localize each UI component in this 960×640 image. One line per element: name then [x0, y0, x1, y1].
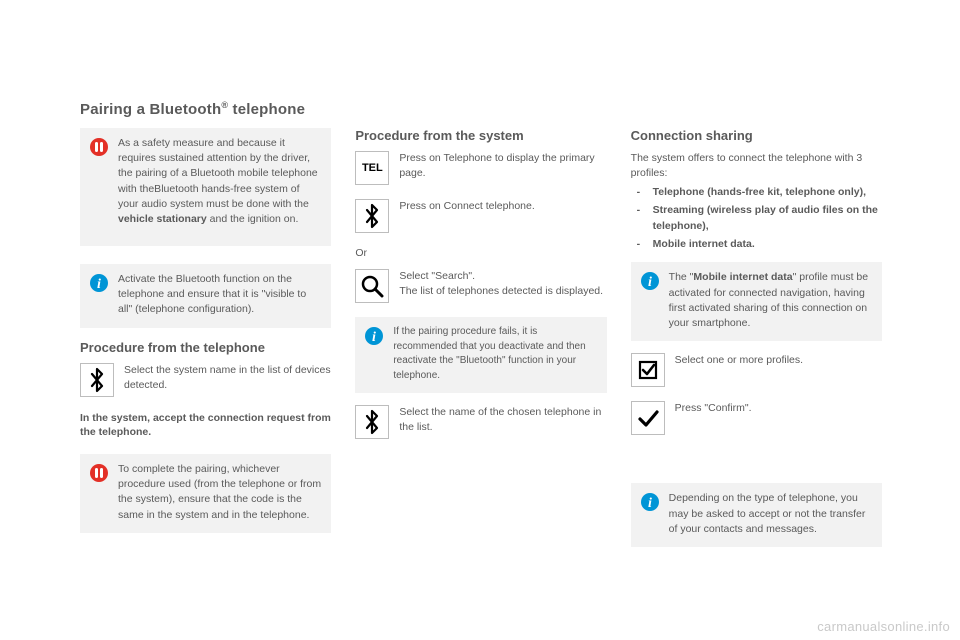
mobile-data-note: i The "Mobile internet data" profile mus… — [631, 262, 882, 341]
step-select-system: Select the system name in the list of de… — [80, 363, 331, 397]
complete-text: To complete the pairing, whichever proce… — [118, 462, 321, 523]
press-tel-text: Press on Telephone to display the primar… — [399, 151, 606, 181]
svg-text:i: i — [97, 277, 101, 292]
bluetooth-icon — [80, 363, 114, 397]
mobile-data-text: The "Mobile internet data" profile must … — [669, 270, 872, 331]
profile-2: Streaming (wireless play of audio files … — [653, 204, 878, 232]
bluetooth-icon — [355, 405, 389, 439]
confirm-text: Press "Confirm". — [675, 401, 752, 416]
search-a: Select "Search". — [399, 270, 475, 282]
warning-icon — [88, 136, 110, 158]
depending-note: i Depending on the type of telephone, yo… — [631, 483, 882, 547]
svg-text:i: i — [648, 496, 652, 511]
watermark: carmanualsonline.info — [817, 619, 950, 634]
proc-telephone-heading: Procedure from the telephone — [80, 340, 331, 355]
step-search: Select "Search". The list of telephones … — [355, 269, 606, 303]
svg-text:i: i — [648, 275, 652, 290]
tel-label: TEL — [362, 162, 383, 174]
complete-note: To complete the pairing, whichever proce… — [80, 454, 331, 533]
depending-text: Depending on the type of telephone, you … — [669, 491, 872, 537]
checkbox-icon — [631, 353, 665, 387]
fail-text: If the pairing procedure fails, it is re… — [393, 325, 596, 383]
safety-tail: and the ignition on. — [207, 213, 299, 225]
safety-bold: vehicle stationary — [118, 213, 207, 225]
safety-note: As a safety measure and because it requi… — [80, 128, 331, 246]
title-b: telephone — [228, 101, 305, 118]
check-icon — [631, 401, 665, 435]
or-text: Or — [355, 247, 606, 259]
step-press-connect: Press on Connect telephone. — [355, 199, 606, 233]
activate-text: Activate the Bluetooth function on the t… — [118, 272, 321, 318]
safety-text: As a safety measure and because it requi… — [118, 136, 321, 227]
tel-icon: TEL — [355, 151, 389, 185]
profiles-list: Telephone (hands-free kit, telephone onl… — [635, 185, 882, 252]
page-title: Pairing a Bluetooth® telephone — [80, 100, 882, 118]
col-middle: Procedure from the system TEL Press on T… — [355, 128, 606, 559]
info-icon: i — [639, 491, 661, 513]
search-icon — [355, 269, 389, 303]
step-select-profiles: Select one or more profiles. — [631, 353, 882, 387]
step-select-name: Select the name of the chosen telephone … — [355, 405, 606, 439]
bluetooth-icon — [355, 199, 389, 233]
proc-system-heading: Procedure from the system — [355, 128, 606, 143]
info-icon: i — [88, 272, 110, 294]
fail-note: i If the pairing procedure fails, it is … — [355, 317, 606, 393]
press-connect-text: Press on Connect telephone. — [399, 199, 534, 214]
connection-sharing-heading: Connection sharing — [631, 128, 882, 143]
col-left: As a safety measure and because it requi… — [80, 128, 331, 559]
warning-icon — [88, 462, 110, 484]
step-confirm: Press "Confirm". — [631, 401, 882, 435]
select-name-text: Select the name of the chosen telephone … — [399, 405, 606, 435]
in-system-text: In the system, accept the connection req… — [80, 411, 331, 440]
step-press-tel: TEL Press on Telephone to display the pr… — [355, 151, 606, 185]
select-system-text: Select the system name in the list of de… — [124, 363, 331, 393]
profiles-intro: The system offers to connect the telepho… — [631, 151, 882, 181]
title-a: Pairing a Bluetooth — [80, 101, 221, 118]
search-b: The list of telephones detected is displ… — [399, 285, 603, 297]
search-text: Select "Search". The list of telephones … — [399, 269, 603, 299]
profile-3: Mobile internet data. — [653, 238, 755, 250]
mobile-a: The " — [669, 271, 694, 283]
activate-note: i Activate the Bluetooth function on the… — [80, 264, 331, 328]
profile-1: Telephone (hands-free kit, telephone onl… — [653, 186, 866, 198]
safety-a: As a safety measure and because it requi… — [118, 137, 318, 210]
info-icon: i — [639, 270, 661, 292]
info-icon: i — [363, 325, 385, 347]
select-profiles-text: Select one or more profiles. — [675, 353, 803, 368]
col-right: Connection sharing The system offers to … — [631, 128, 882, 559]
svg-text:i: i — [372, 330, 376, 345]
mobile-b: Mobile internet data — [693, 271, 792, 283]
